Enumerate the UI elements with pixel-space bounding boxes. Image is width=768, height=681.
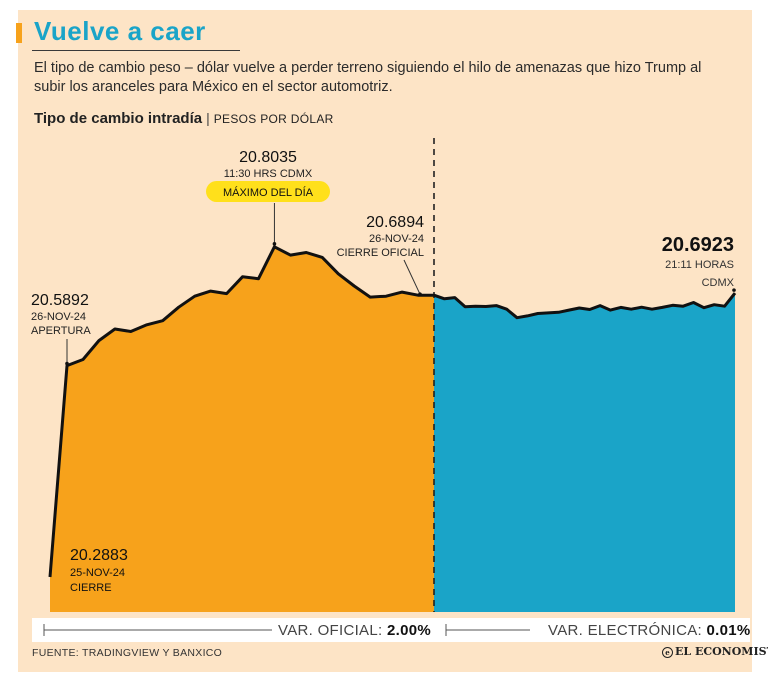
last-leader-dot [732,288,736,292]
open-leader-dot [65,361,69,366]
last-time: 21:11 HORAS [665,259,734,271]
var-oficial-label: VAR. OFICIAL: [278,622,383,639]
close-value: 20.6894 [366,214,424,231]
high-leader-dot [272,242,277,246]
brand-mark-icon: e [662,646,673,658]
open-value: 20.5892 [31,292,89,309]
var-oficial-value: 2.00% [386,622,431,639]
title-accent-bar [16,23,22,43]
last-value: 20.6923 [662,234,734,256]
price-line [48,245,737,578]
title-underline [32,50,240,51]
var-electronica: VAR. ELECTRÓNICA: 0.01% [548,622,751,639]
close-label: CIERRE OFICIAL [337,247,424,259]
var-electronica-label: VAR. ELECTRÓNICA: [548,622,703,639]
close-leader [403,259,421,295]
open-date: 26-NOV-24 [31,311,86,323]
brand-name: EL ECONOMISTA [675,645,768,658]
open-label: APERTURA [31,325,91,337]
source-note: FUENTE: TRADINGVIEW Y BANXICO [32,647,223,659]
high-highlight [206,181,330,202]
close-leader-dot [418,292,422,296]
high-value: 20.8035 [239,149,297,166]
high-time: 11:30 HRS CDMX [224,168,313,180]
chart-units: PESOS POR DÓLAR [213,112,334,126]
low-value: 20.2883 [70,547,128,564]
var-oficial: VAR. OFICIAL: 2.00% [278,622,431,639]
chart-title: Tipo de cambio intradía [34,110,203,127]
subtitle: El tipo de cambio peso – dólar vuelve a … [34,60,702,95]
last-tz: CDMX [702,277,735,289]
close-date: 26-NOV-24 [369,233,424,245]
brand-logo: eEL ECONOMISTA [662,645,768,658]
high-label: MÁXIMO DEL DÍA [223,186,314,199]
page-title: Vuelve a caer [34,16,206,46]
chart-heading-separator: | [206,110,210,126]
chart-heading: Tipo de cambio intradía | PESOS POR DÓLAR [34,110,334,128]
var-electronica-value: 0.01% [706,622,751,639]
official-session-area [50,246,434,613]
electronic-session-area [434,293,735,612]
low-label: CIERRE [70,582,112,594]
area-layer [50,246,735,613]
low-date: 25-NOV-24 [70,567,125,579]
annotation-leaders [65,203,736,366]
